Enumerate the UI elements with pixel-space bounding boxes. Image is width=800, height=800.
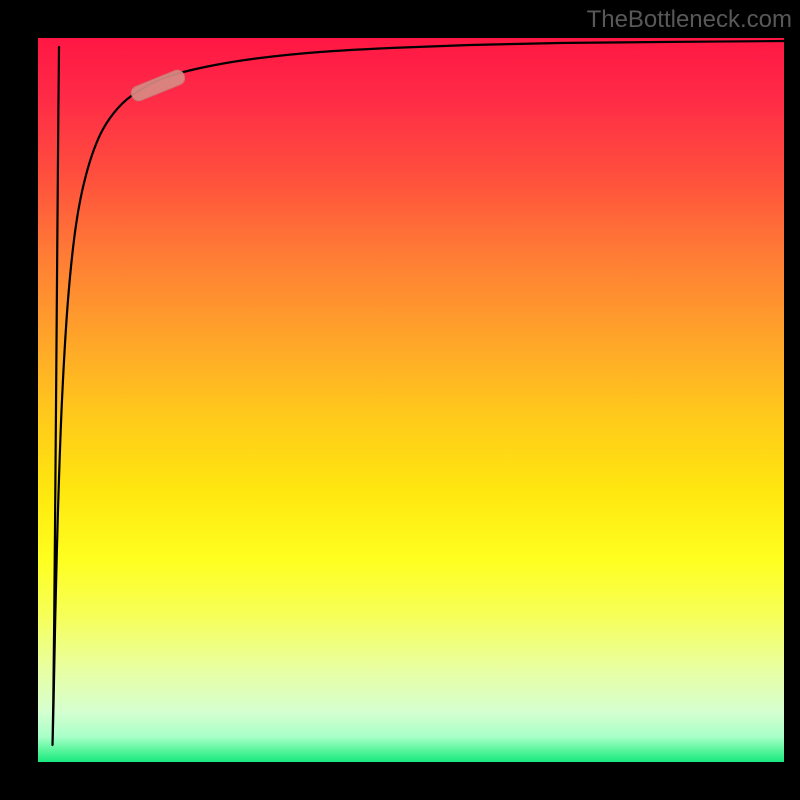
performance-curve (52, 41, 784, 745)
highlight-segment (129, 68, 187, 103)
curve-layer (0, 0, 800, 800)
watermark-text: TheBottleneck.com (587, 6, 792, 34)
chart-container: TheBottleneck.com (0, 0, 800, 800)
